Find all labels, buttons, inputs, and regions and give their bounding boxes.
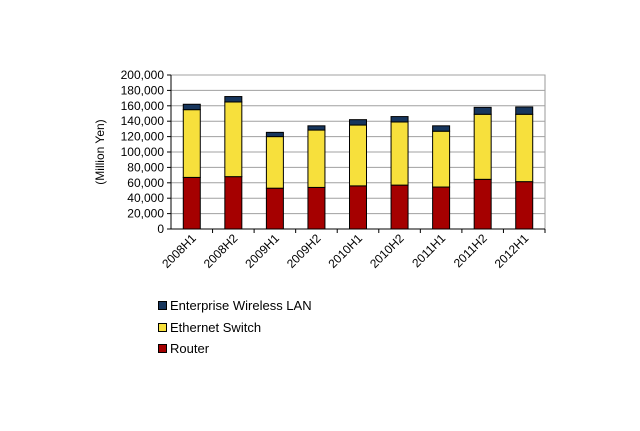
x-tick-label: 2010H1 xyxy=(325,231,365,271)
bar-segment-ethernet-switch xyxy=(432,130,451,188)
x-tick-label: 2011H2 xyxy=(451,231,490,270)
bar-segment-ethernet-switch xyxy=(224,101,243,178)
legend-label-router: Router xyxy=(170,341,210,356)
bar-segment-ethernet-switch xyxy=(349,124,367,187)
bar-segment-router xyxy=(473,178,492,230)
bar-segment-enterprise-wireless-lan xyxy=(390,116,409,123)
bar-segment-router xyxy=(349,185,367,230)
bar-segment-enterprise-wireless-lan xyxy=(224,96,243,103)
bar-segment-ethernet-switch xyxy=(307,129,326,188)
bar-segment-enterprise-wireless-lan xyxy=(182,103,201,111)
bar-segment-ethernet-switch xyxy=(515,113,534,183)
x-tick-label: 2008H2 xyxy=(201,231,241,271)
bar-segment-router xyxy=(515,181,534,230)
legend-item-wlan: Enterprise Wireless LAN xyxy=(158,298,312,313)
bar-segment-router xyxy=(265,187,284,230)
bar-segment-ethernet-switch xyxy=(265,136,284,189)
legend-item-router: Router xyxy=(158,341,209,356)
bar-segment-enterprise-wireless-lan xyxy=(432,125,451,132)
legend-label-ethernet: Ethernet Switch xyxy=(170,320,262,335)
y-tick-label: 80,000 xyxy=(127,160,164,174)
y-tick-label: 0 xyxy=(157,222,164,236)
bar-segment-enterprise-wireless-lan xyxy=(265,131,284,138)
x-tick-label: 2012H1 xyxy=(492,231,532,271)
bar-segment-enterprise-wireless-lan xyxy=(473,106,492,115)
legend-swatch-ethernet xyxy=(158,323,167,332)
bar-segment-router xyxy=(432,186,451,230)
bar-segment-enterprise-wireless-lan xyxy=(307,125,326,131)
bar-segment-ethernet-switch xyxy=(390,121,409,186)
y-tick-label: 100,000 xyxy=(121,145,165,159)
bar-segment-router xyxy=(224,176,243,230)
legend-label-wlan: Enterprise Wireless LAN xyxy=(170,298,312,313)
x-tick-label: 2011H1 xyxy=(409,231,448,270)
y-tick-label: 120,000 xyxy=(121,130,165,144)
bar-segment-router xyxy=(182,176,201,230)
bar-segment-ethernet-switch xyxy=(473,113,492,180)
bar-segment-ethernet-switch xyxy=(182,109,201,178)
legend-swatch-wlan xyxy=(158,301,167,310)
x-tick-label: 2009H1 xyxy=(242,231,282,271)
y-tick-label: 40,000 xyxy=(127,191,164,205)
legend-swatch-router xyxy=(158,344,167,353)
bar-segment-enterprise-wireless-lan xyxy=(349,119,367,126)
y-tick-label: 180,000 xyxy=(121,83,165,97)
x-tick-label: 2010H2 xyxy=(367,231,407,271)
y-tick-label: 140,000 xyxy=(121,114,165,128)
y-tick-label: 60,000 xyxy=(127,176,164,190)
bar-segment-router xyxy=(390,184,409,230)
legend-item-ethernet: Ethernet Switch xyxy=(158,320,261,335)
y-tick-label: 20,000 xyxy=(127,207,164,221)
y-tick-label: 160,000 xyxy=(121,99,165,113)
x-tick-label: 2009H2 xyxy=(284,231,324,271)
y-tick-label: 200,000 xyxy=(121,68,165,82)
y-axis-title: (Million Yen) xyxy=(93,119,107,184)
x-tick-label: 2008H1 xyxy=(159,231,199,271)
bar-segment-enterprise-wireless-lan xyxy=(515,106,534,115)
bar-segment-router xyxy=(307,186,326,230)
